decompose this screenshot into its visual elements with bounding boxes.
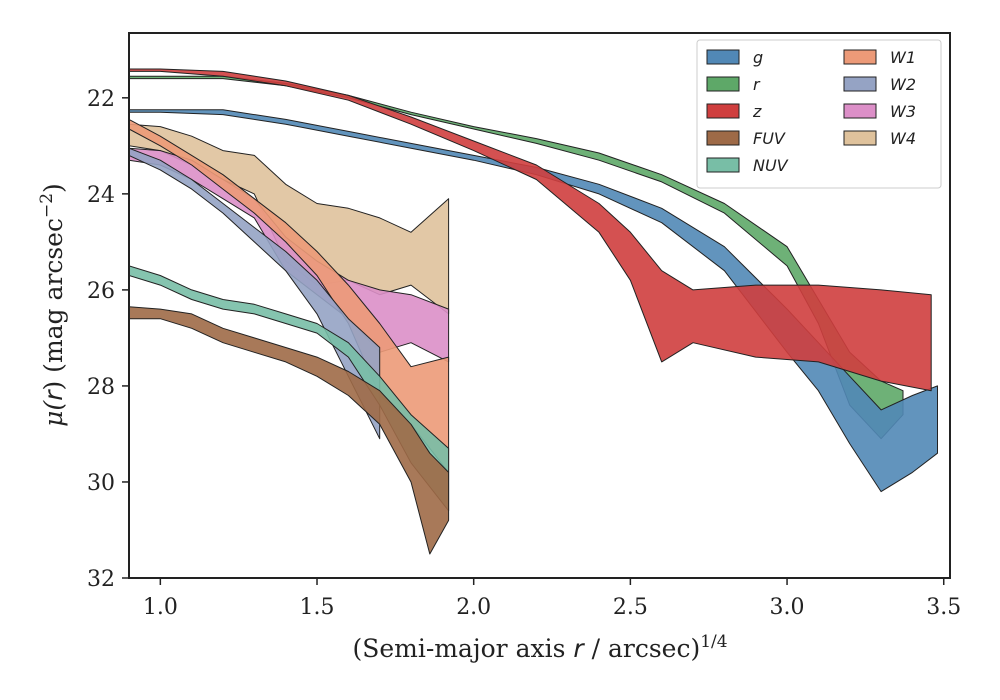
legend-swatch-w3 xyxy=(843,103,877,119)
x-tick-label: 3.5 xyxy=(926,595,961,620)
plot-frame xyxy=(128,32,951,579)
legend-swatch-nuv xyxy=(706,157,740,173)
series-band-z xyxy=(129,68,932,392)
y-axis-title: μ(r) (mag arcsec−2) xyxy=(37,183,68,427)
legend-frame xyxy=(696,39,942,189)
legend-swatch-w1 xyxy=(843,49,877,65)
legend-label-w4: W4 xyxy=(890,129,916,148)
y-tick-label: 26 xyxy=(87,279,115,304)
legend-label-w3: W3 xyxy=(890,102,916,121)
legend-swatch-z xyxy=(706,103,740,119)
legend-label-w1: W1 xyxy=(890,48,916,67)
legend-label-fuv: FUV xyxy=(753,129,786,148)
x-axis: 1.0 1.5 2.0 2.5 3.0 3.5 xyxy=(143,578,961,620)
x-axis-title: (Semi-major axis r / arcsec)1/4 xyxy=(352,632,727,663)
legend: grz FUV NUV W1 W2 W3 W4 xyxy=(696,39,942,189)
legend-label-nuv: NUV xyxy=(753,156,789,175)
y-tick-label: 22 xyxy=(87,87,115,112)
legend-swatch-w2 xyxy=(843,76,877,92)
series-band-fuv xyxy=(129,306,450,555)
series-layer xyxy=(129,68,938,555)
y-tick-label: 32 xyxy=(87,567,115,592)
x-tick-label: 3.0 xyxy=(770,595,805,620)
legend-label-r: r xyxy=(753,75,761,94)
legend-label-w2: W2 xyxy=(890,75,916,94)
x-tick-label: 1.5 xyxy=(300,595,335,620)
y-tick-label: 24 xyxy=(87,183,115,208)
y-tick-label: 28 xyxy=(87,375,115,400)
legend-label-z: z xyxy=(752,102,762,121)
legend-swatch-g xyxy=(706,49,740,65)
legend-swatch-r xyxy=(706,76,740,92)
legend-label-g: g xyxy=(753,48,763,67)
y-tick-label: 30 xyxy=(87,471,115,496)
x-tick-label: 2.5 xyxy=(613,595,648,620)
series-band-w2 xyxy=(129,147,381,440)
legend-swatch-fuv xyxy=(706,130,740,146)
x-tick-label: 1.0 xyxy=(143,595,178,620)
x-tick-label: 2.0 xyxy=(456,595,491,620)
y-axis: 22 24 26 28 30 32 xyxy=(87,87,129,592)
legend-swatch-w4 xyxy=(843,130,877,146)
